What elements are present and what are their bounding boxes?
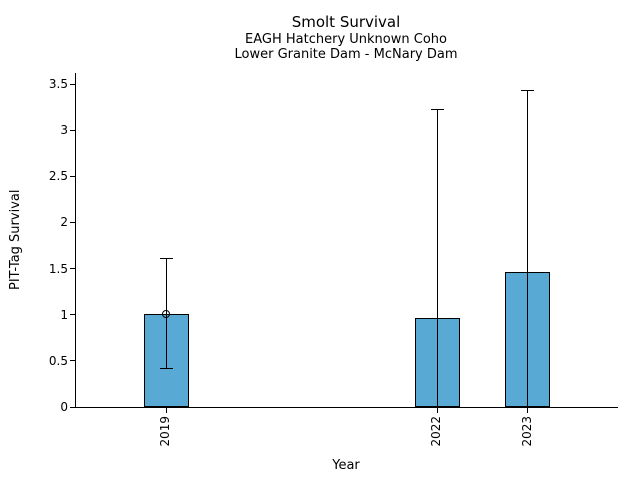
chart-subtitle-line2: Lower Granite Dam - McNary Dam [234, 47, 458, 62]
x-tick-label: 2023 [519, 416, 534, 447]
error-bar-cap-top [159, 257, 173, 259]
y-tick-mark [70, 268, 75, 270]
y-tick-label: 3 [60, 123, 68, 138]
y-tick-label: 2 [60, 215, 68, 230]
error-bar-cap-top [521, 90, 535, 92]
chart-subtitle-line1: EAGH Hatchery Unknown Coho [245, 32, 447, 47]
y-tick-mark [70, 129, 75, 131]
y-tick-label: 0 [60, 400, 68, 414]
x-tick-mark [165, 408, 167, 413]
x-tick-mark [527, 408, 529, 413]
y-tick-mark [70, 175, 75, 177]
plot-area: 0 0.5 1 1.5 2 2.5 3 3.5 2019 2022 2023 [49, 73, 618, 447]
error-bar-cap-top [430, 109, 444, 111]
x-axis-label: Year [332, 458, 360, 473]
y-tick-label: 2.5 [48, 169, 68, 184]
x-tick-label: 2022 [429, 416, 444, 447]
error-bar-line [527, 90, 529, 407]
y-tick-mark [70, 314, 75, 316]
y-tick-mark [70, 221, 75, 223]
y-tick-mark [70, 406, 75, 408]
point-estimate-marker [162, 309, 171, 318]
x-tick-label: 2019 [158, 416, 173, 447]
error-bar-cap-bottom [159, 367, 173, 369]
y-tick-label: 1 [60, 307, 68, 322]
y-tick-mark [70, 360, 75, 362]
chart-titles: Smolt Survival EAGH Hatchery Unknown Coh… [75, 13, 617, 62]
y-tick-label: 0.5 [48, 353, 68, 368]
y-tick-label: 1.5 [48, 261, 68, 276]
x-tick-mark [436, 408, 438, 413]
y-tick-label: 3.5 [48, 77, 68, 92]
y-tick-mark [70, 83, 75, 85]
error-bar-line [436, 109, 438, 407]
chart-title: Smolt Survival [291, 13, 401, 31]
